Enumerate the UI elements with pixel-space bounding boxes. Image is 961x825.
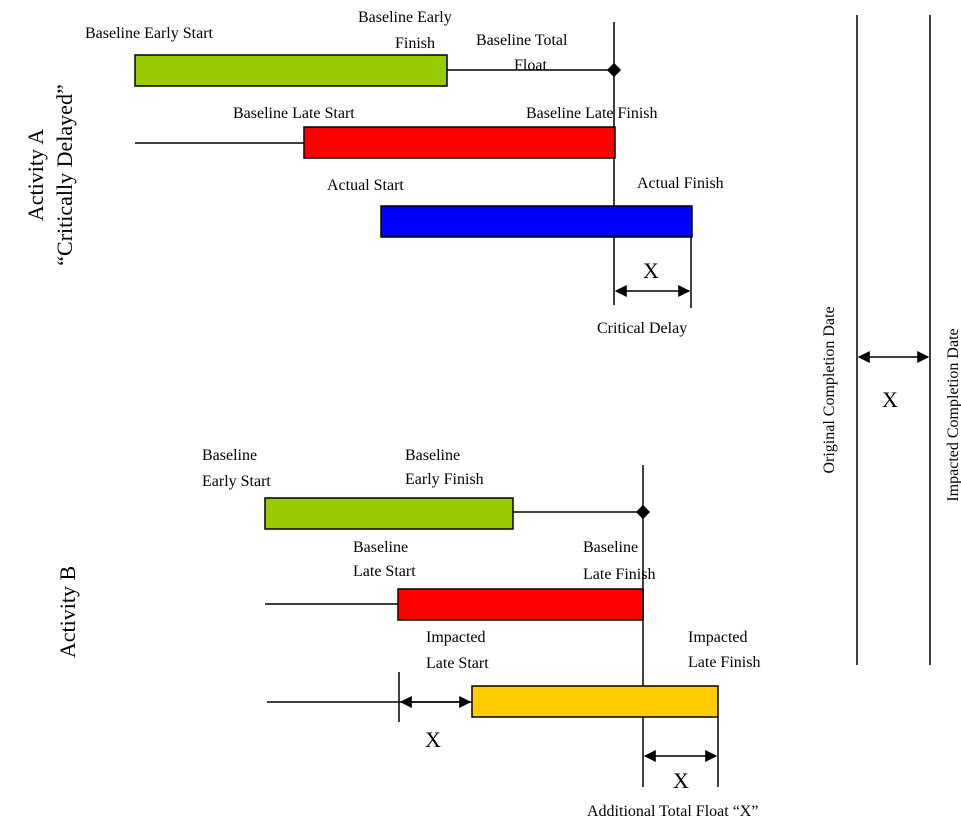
a-actual-bar [380,205,693,238]
b-float-x: X [673,768,689,793]
b-shift-x: X [425,727,441,752]
b-impacted-late-finish-label-1: Impacted [688,629,748,646]
a-baseline-early-start-label: Baseline Early Start [85,25,214,42]
activity-a-title: Activity A [23,129,48,221]
b-baseline-late-finish-label-1: Baseline [583,539,638,556]
a-float-diamond [606,62,622,78]
activity-a-subtitle: “Critically Delayed” [52,84,77,265]
b-baseline-early-start-label-2: Early Start [202,473,271,490]
impacted-completion-label: Impacted Completion Date [945,328,961,501]
activity-b-title: Activity B [55,566,80,658]
a-baseline-early-finish-label-1: Baseline Early [358,9,452,26]
b-impacted-late-start-label-1: Impacted [426,629,486,646]
b-float-diamond [635,504,651,520]
a-baseline-total-float-label-2: Float [514,57,547,74]
a-actual-start-label: Actual Start [327,177,404,194]
b-baseline-early-finish-label-1: Baseline [405,447,460,464]
a-baseline-total-float-label-1: Baseline Total [476,32,568,49]
b-baseline-early-finish-label-2: Early Finish [405,471,484,488]
b-baseline-early-bar [264,497,514,530]
original-completion-label: Original Completion Date [821,306,838,473]
a-delay-x: X [643,258,659,283]
b-impacted-late-finish-label-2: Late Finish [688,654,760,671]
a-baseline-late-bar [303,126,616,159]
b-impacted-late-start-label-2: Late Start [426,655,489,672]
a-critical-delay-label: Critical Delay [597,320,687,337]
a-actual-finish-label: Actual Finish [637,175,724,192]
a-baseline-late-finish-label: Baseline Late Finish [526,105,658,122]
b-baseline-late-start-label-2: Late Start [353,563,416,580]
b-baseline-late-start-label-1: Baseline [353,539,408,556]
b-additional-total-float-label: Additional Total Float “X” [587,803,758,820]
a-baseline-early-finish-label-2: Finish [395,35,435,52]
b-baseline-early-start-label-1: Baseline [202,447,257,464]
b-baseline-late-finish-label-2: Late Finish [583,566,655,583]
a-baseline-late-start-label: Baseline Late Start [233,105,355,122]
b-impacted-bar [471,685,719,718]
completion-shift-x: X [882,387,898,412]
b-baseline-late-bar [397,588,644,621]
a-baseline-early-bar [134,54,448,87]
